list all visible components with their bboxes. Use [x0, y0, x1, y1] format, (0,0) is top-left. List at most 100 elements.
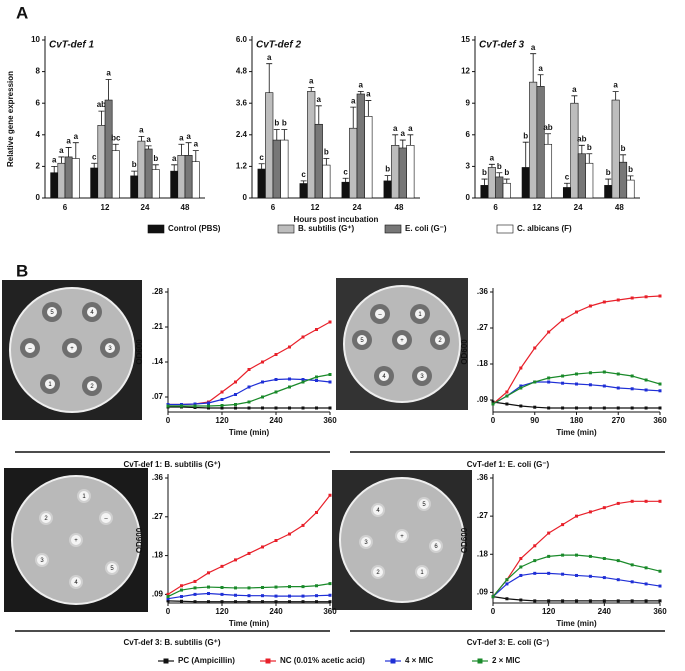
y-tick-label: 2.4: [236, 130, 248, 139]
bar: [406, 145, 415, 199]
legend-label: B. subtilis (G⁺): [298, 224, 355, 233]
point: [588, 371, 592, 375]
y-tick-label: 6: [36, 98, 41, 107]
point: [533, 571, 537, 575]
bar: [322, 164, 331, 199]
bar: [144, 148, 153, 199]
legend-label: 2 × MIC: [492, 656, 520, 665]
significance-letter: c: [343, 167, 348, 176]
point: [193, 600, 197, 604]
point: [561, 381, 565, 385]
point: [220, 585, 224, 589]
y-tick-label: 6: [466, 130, 471, 139]
point: [288, 377, 291, 381]
bar: [191, 161, 200, 199]
disc-label: 4: [74, 580, 78, 586]
point: [261, 545, 264, 549]
bar: [562, 187, 572, 199]
point: [616, 559, 620, 563]
disc-label: 3: [364, 540, 368, 546]
x-tick-label: 12: [532, 203, 541, 212]
point: [207, 592, 210, 596]
y-axis-label: OD600: [460, 527, 469, 553]
point: [644, 499, 648, 503]
point: [658, 499, 662, 503]
point: [166, 592, 170, 596]
point: [301, 600, 305, 604]
y-tick-label: 4: [36, 130, 41, 139]
point: [328, 373, 332, 376]
significance-letter: b: [504, 168, 509, 177]
error-bar: [488, 163, 495, 168]
y-tick-label: 15: [461, 35, 470, 44]
point: [301, 594, 305, 598]
point: [533, 405, 537, 409]
significance-letter: a: [66, 137, 71, 146]
disc-label: 2: [376, 570, 380, 576]
point: [644, 599, 648, 603]
x-tick-label: 24: [141, 203, 150, 212]
point: [491, 402, 495, 406]
point: [561, 318, 565, 322]
significance-letter: a: [179, 133, 184, 142]
y-tick-label: 1.2: [236, 162, 248, 171]
bar: [543, 143, 553, 199]
point: [274, 600, 278, 604]
disc: [79, 491, 89, 501]
disc: [375, 309, 385, 319]
disc-label: 2: [90, 384, 94, 390]
error-bar: [281, 129, 288, 141]
disc-label: 5: [422, 502, 426, 508]
point: [616, 406, 620, 410]
point: [220, 564, 224, 568]
point: [261, 585, 264, 589]
error-bar: [537, 74, 544, 87]
point: [658, 382, 662, 386]
point: [644, 295, 648, 299]
y-tick-label: .09: [477, 588, 489, 597]
point: [207, 401, 210, 405]
bar: [257, 168, 266, 199]
point: [602, 406, 606, 410]
error-bar: [586, 153, 593, 164]
disc-label: 3: [420, 374, 424, 380]
bar: [356, 93, 365, 199]
error-bar: [138, 135, 145, 142]
bar: [97, 125, 106, 199]
y-tick-label: 0: [466, 193, 471, 202]
point: [166, 404, 170, 408]
error-bar: [392, 134, 399, 146]
point: [588, 574, 592, 578]
significance-letter: b: [132, 160, 137, 169]
y-tick-label: .36: [477, 287, 489, 296]
x-tick-label: 120: [215, 607, 229, 616]
significance-letter: a: [267, 53, 272, 62]
y-tick-label: .36: [477, 473, 489, 482]
point: [193, 402, 197, 406]
significance-letter: a: [317, 95, 322, 104]
point: [166, 595, 170, 599]
point: [588, 304, 592, 308]
x-tick-label: 12: [311, 203, 320, 212]
significance-letter: a: [52, 156, 57, 165]
point: [261, 380, 264, 384]
point: [193, 592, 197, 596]
y-tick-label: 3.6: [236, 98, 248, 107]
disc: [379, 371, 389, 381]
point: [547, 380, 551, 384]
legend-label: E. coli (G⁻): [405, 224, 447, 233]
disc-label: 1: [420, 570, 424, 576]
point: [616, 578, 620, 582]
point: [616, 386, 620, 390]
bar: [521, 167, 530, 199]
point: [602, 557, 606, 561]
point: [261, 395, 264, 399]
point: [575, 599, 578, 603]
significance-letter: a: [309, 77, 314, 86]
disc: [107, 563, 117, 573]
point: [180, 404, 183, 408]
x-tick-label: 120: [215, 416, 229, 425]
bar: [104, 99, 113, 199]
y-tick-label: 0: [36, 193, 41, 202]
point: [547, 330, 551, 334]
